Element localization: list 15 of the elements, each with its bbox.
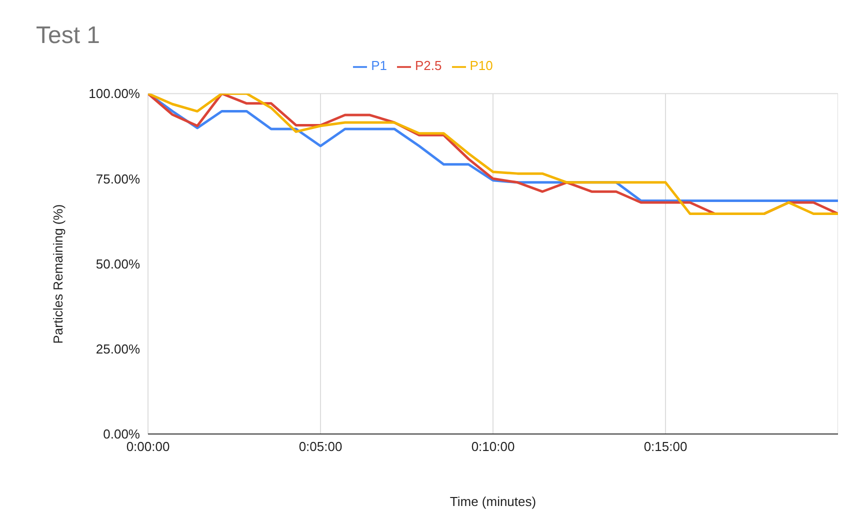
y-tick-label: 0.00% [103,426,140,442]
chart-title: Test 1 [36,22,100,50]
legend-label: P1 [371,58,387,73]
x-tick-label: 0:10:00 [471,439,515,454]
x-tick-label: 0:15:00 [644,439,688,454]
legend-label: P10 [470,58,493,73]
legend-label: P2.5 [415,58,442,73]
y-tick-label: 50.00% [96,256,140,272]
x-axis-title: Time (minutes) [450,494,536,509]
y-axis-title: Particles Remaining (%) [50,204,66,344]
x-tick-label: 0:05:00 [298,439,342,454]
x-tick-label: 0:00:00 [126,439,170,454]
y-tick-label: 25.00% [96,342,140,357]
y-tick-label: 75.00% [96,171,140,186]
y-tick-label: 100.00% [88,86,140,102]
